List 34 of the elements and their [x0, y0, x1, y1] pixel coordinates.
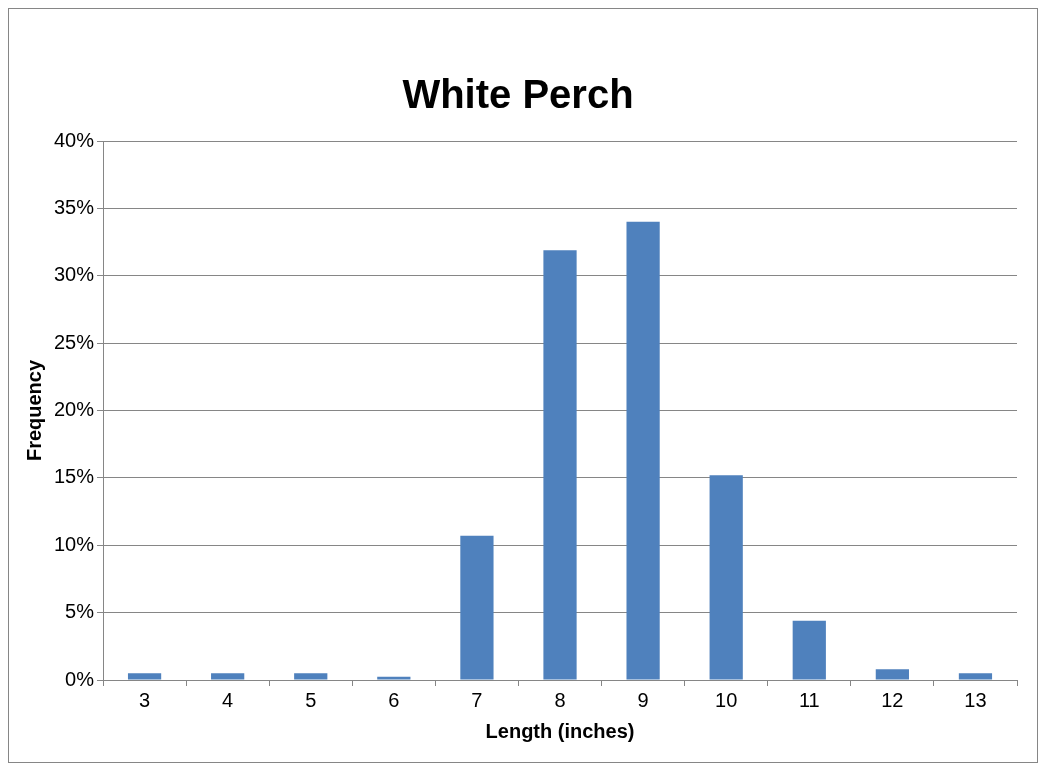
bar [626, 221, 660, 680]
x-tick-label: 3 [139, 688, 151, 711]
x-tick-label: 10 [715, 688, 738, 711]
y-tick-label: 30% [54, 263, 95, 286]
y-tick-label: 20% [54, 398, 95, 421]
x-tick-label: 8 [554, 688, 566, 711]
bar [958, 673, 993, 680]
y-tick-label: 0% [65, 667, 95, 690]
y-tick-label: 40% [54, 128, 95, 151]
x-tick-label: 12 [881, 688, 904, 711]
x-tick-label: 13 [964, 688, 987, 711]
bar [543, 250, 577, 680]
y-tick-label: 5% [65, 600, 95, 623]
y-tick-label: 25% [54, 330, 95, 353]
x-tick-label: 5 [305, 688, 317, 711]
y-tick-label: 35% [54, 195, 95, 218]
bar [875, 669, 909, 680]
y-tick-label: 10% [54, 532, 95, 555]
bar [377, 676, 411, 680]
x-tick-label: 9 [637, 688, 649, 711]
bar [792, 620, 826, 680]
x-tick-label: 6 [388, 688, 400, 711]
x-axis-title: Length (inches) [485, 719, 635, 742]
chart-title: White Perch [402, 72, 634, 117]
bar [211, 673, 245, 680]
x-tick-label: 4 [222, 688, 234, 711]
bar [709, 475, 743, 680]
y-tick-label: 15% [54, 465, 95, 488]
x-tick-label: 11 [798, 688, 820, 711]
y-axis-title: Frequency [22, 359, 45, 462]
bar [460, 535, 494, 680]
x-tick-label: 7 [471, 688, 483, 711]
bar [127, 673, 162, 680]
bar [294, 673, 328, 680]
